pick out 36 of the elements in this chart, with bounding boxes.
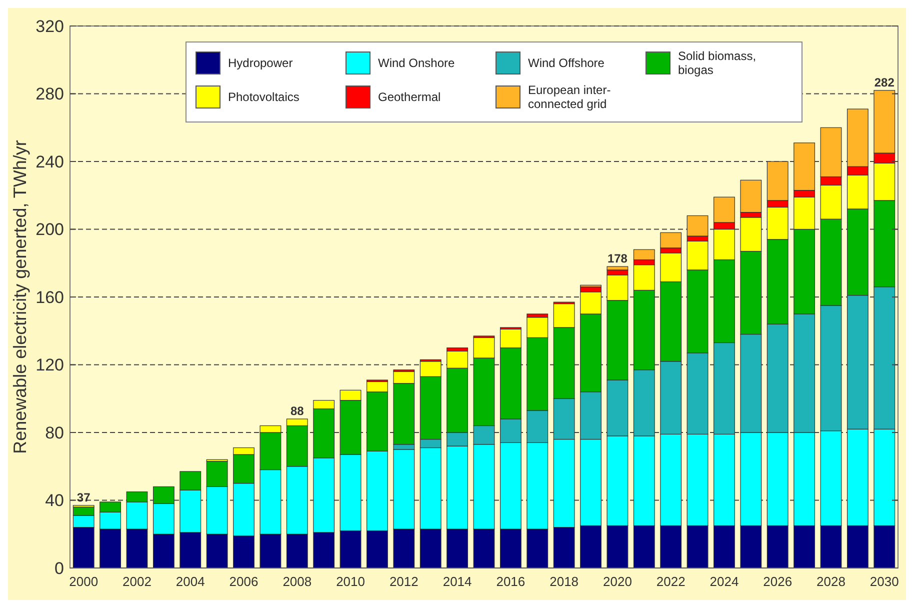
legend-label: Wind Onshore	[378, 56, 456, 70]
y-axis-title: Renewable electricity generted, TWh/yr	[10, 140, 30, 454]
legend-label: Wind Offshore	[528, 56, 605, 70]
y-tick-label: 200	[36, 220, 64, 240]
total-label: 88	[290, 404, 304, 418]
legend-label: Photovoltaics	[228, 90, 300, 104]
y-tick-label: 320	[36, 16, 64, 36]
total-label: 282	[874, 75, 895, 90]
legend-label: Hydropower	[228, 56, 293, 70]
y-tick-label: 0	[54, 558, 64, 578]
x-tick-label: 2000	[69, 574, 98, 589]
x-tick-label: 2002	[122, 574, 152, 589]
x-tick-label: 2008	[282, 574, 312, 589]
x-tick-label: 2012	[389, 574, 418, 589]
x-tick-label: 2030	[870, 574, 899, 589]
legend-label: Geothermal	[378, 90, 441, 104]
x-tick-label: 2004	[176, 574, 205, 589]
y-tick-label: 80	[45, 423, 64, 442]
x-tick-label: 2010	[336, 574, 365, 589]
x-tick-label: 2026	[763, 574, 792, 589]
y-tick-label: 280	[36, 84, 64, 104]
x-tick-label: 2020	[603, 574, 632, 589]
x-tick-label: 2014	[442, 574, 472, 589]
x-tick-label: 2016	[496, 574, 526, 589]
x-tick-label: 2018	[550, 574, 579, 589]
x-tick-label: 2006	[229, 574, 258, 589]
x-tick-label: 2028	[816, 574, 846, 589]
y-tick-label: 240	[36, 152, 64, 172]
y-tick-label: 160	[36, 288, 64, 307]
x-tick-label: 2022	[656, 574, 686, 589]
total-label: 178	[607, 252, 628, 266]
x-tick-label: 2024	[710, 574, 739, 589]
y-tick-label: 40	[45, 491, 64, 510]
legend-label: European inter-connected grid	[528, 83, 611, 111]
y-tick-label: 120	[36, 356, 64, 375]
legend-label: Solid biomass, biogas	[678, 49, 756, 77]
